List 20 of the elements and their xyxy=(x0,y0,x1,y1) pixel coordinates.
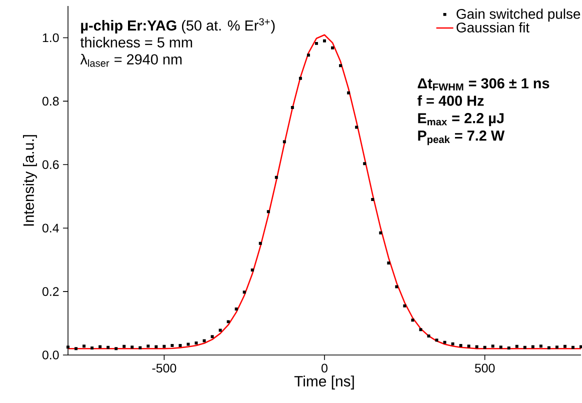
y-tick-label: 0.4 xyxy=(42,224,59,232)
annotation: Δt$_{FWHM}$ = 306 ± 1 ns xyxy=(418,78,550,90)
legend-label: Gain switched pulse xyxy=(456,8,580,22)
legend-label: Gaussian fit xyxy=(456,22,530,32)
annotation: thickness = 5 mm xyxy=(80,36,192,48)
x-tick-label: 500 xyxy=(474,364,495,373)
y-tick-label: 0.8 xyxy=(42,96,59,106)
y-tick-label: 0.0 xyxy=(42,350,59,360)
x-tick-label: -500 xyxy=(152,364,176,373)
annotation: E$_{max}$ = 2.2 µJ xyxy=(418,113,504,126)
x-axis-title: Time [ns] xyxy=(294,376,354,390)
annotation: P$_{peak}$ = 7.2 W xyxy=(418,130,505,146)
annotation: λ$_{laser}$ = 2940 nm xyxy=(80,54,182,67)
y-tick-label: 0.2 xyxy=(42,287,59,296)
y-axis-title: Intensity [a.u.] xyxy=(23,135,37,226)
annotation: µ-chip Er:YAG (50 at. % Er$^{3+}$) xyxy=(81,18,275,34)
y-tick-label: 1.0 xyxy=(42,33,59,42)
annotation: f = 400 Hz xyxy=(417,95,484,106)
x-tick-label: 0 xyxy=(322,364,328,373)
y-tick-label: 0.6 xyxy=(42,160,59,170)
